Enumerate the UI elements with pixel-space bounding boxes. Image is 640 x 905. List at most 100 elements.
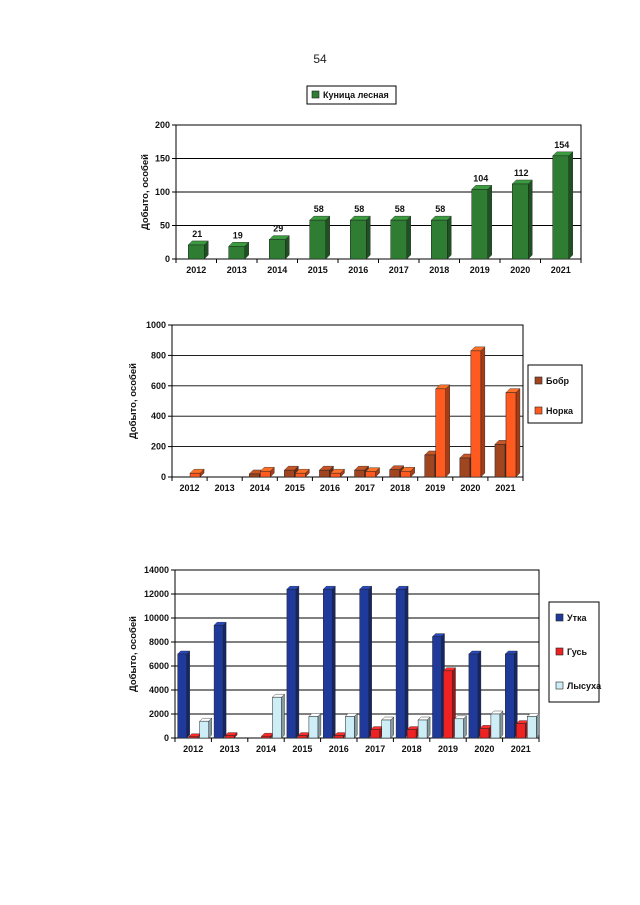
bar-side bbox=[477, 650, 482, 739]
bar bbox=[389, 465, 405, 478]
x-tick-label: 2012 bbox=[186, 265, 206, 275]
chart-kunitsa: 0 50 100 150 200 2012 2013 2014 2015 2016 2017 2018… bbox=[140, 85, 582, 275]
plot-area bbox=[174, 569, 540, 739]
y-tick-label: 2000 bbox=[149, 709, 169, 719]
bar-front bbox=[471, 189, 488, 260]
y-tick-label: 14000 bbox=[144, 565, 169, 575]
bar-front bbox=[295, 472, 306, 478]
x-tick-label: 2013 bbox=[215, 483, 235, 493]
bar-front bbox=[269, 239, 286, 260]
x-tick-label: 2019 bbox=[470, 265, 490, 275]
x-tick-label: 2018 bbox=[402, 744, 422, 754]
bar-front bbox=[177, 653, 187, 739]
bar bbox=[268, 235, 290, 260]
bar-side bbox=[208, 717, 212, 739]
x-tick-label: 2017 bbox=[365, 744, 385, 754]
chart-bobr-norka: 0 200 400 600 800 1000 2012 2013 2014 2015 2016 201… bbox=[128, 320, 583, 493]
bar-front bbox=[490, 713, 501, 739]
bar-front bbox=[516, 723, 526, 739]
bar bbox=[189, 468, 205, 478]
bar bbox=[177, 650, 191, 739]
bar-front bbox=[323, 588, 333, 739]
chart-waterfowl: 0 2000 4000 6000 8000 10000 12000 14000 2012 2013… bbox=[128, 565, 602, 754]
bar bbox=[400, 466, 416, 478]
bar-front bbox=[494, 444, 506, 478]
bar bbox=[471, 184, 493, 260]
x-tick-label: 2017 bbox=[389, 265, 409, 275]
bar bbox=[454, 715, 467, 739]
y-tick-label: 1000 bbox=[146, 320, 166, 330]
legend-label: Бобр bbox=[546, 376, 570, 386]
x-tick-label: 2017 bbox=[355, 483, 375, 493]
legend-label: Норка bbox=[546, 406, 574, 416]
bar bbox=[430, 215, 452, 260]
legend-swatch bbox=[555, 647, 564, 656]
bar bbox=[381, 716, 395, 739]
y-tick-label: 150 bbox=[155, 154, 170, 164]
bar bbox=[468, 650, 482, 739]
y-tick-label: 800 bbox=[151, 350, 166, 360]
x-tick-label: 2019 bbox=[438, 744, 458, 754]
bar-front bbox=[406, 729, 417, 739]
bar bbox=[309, 215, 331, 260]
x-tick-label: 2020 bbox=[510, 265, 530, 275]
bar bbox=[344, 712, 358, 739]
bar-front bbox=[345, 716, 355, 739]
bar-front bbox=[505, 392, 517, 478]
bar bbox=[370, 726, 384, 739]
bar bbox=[294, 468, 310, 478]
legend-label: Гусь bbox=[567, 647, 588, 657]
bar bbox=[187, 240, 209, 260]
y-tick-label: 10000 bbox=[144, 613, 169, 623]
x-tick-label: 2019 bbox=[425, 483, 445, 493]
bar bbox=[505, 388, 521, 478]
bar bbox=[224, 732, 238, 739]
y-tick-label: 200 bbox=[151, 442, 166, 452]
data-label: 58 bbox=[395, 204, 405, 214]
x-tick-label: 2014 bbox=[256, 744, 276, 754]
bar-front bbox=[308, 716, 319, 739]
legend-box bbox=[306, 85, 397, 105]
y-tick-label: 4000 bbox=[149, 685, 169, 695]
y-tick-label: 6000 bbox=[149, 661, 169, 671]
bar-front bbox=[228, 246, 245, 260]
x-tick-label: 2013 bbox=[220, 744, 240, 754]
x-tick-label: 2015 bbox=[308, 265, 328, 275]
bar-front bbox=[381, 719, 391, 739]
bar-side bbox=[317, 712, 322, 739]
x-tick-label: 2013 bbox=[227, 265, 247, 275]
bar-front bbox=[431, 219, 448, 260]
y-axis-label: Добыто, особей bbox=[140, 154, 151, 230]
x-tick-label: 2020 bbox=[460, 483, 480, 493]
data-label: 154 bbox=[554, 140, 569, 150]
bar bbox=[552, 151, 574, 260]
x-tick-label: 2016 bbox=[329, 744, 349, 754]
bar-front bbox=[319, 469, 330, 478]
x-tick-label: 2020 bbox=[474, 744, 494, 754]
bar bbox=[359, 585, 373, 739]
x-tick-label: 2018 bbox=[429, 265, 449, 275]
page-number: 54 bbox=[313, 52, 327, 66]
bar-front bbox=[199, 720, 209, 739]
bar bbox=[286, 585, 300, 739]
data-label: 19 bbox=[233, 230, 243, 240]
y-tick-label: 0 bbox=[164, 733, 169, 743]
bar-side bbox=[354, 712, 358, 739]
x-tick-label: 2016 bbox=[320, 483, 340, 493]
legend-swatch bbox=[534, 406, 543, 415]
bar-side bbox=[390, 716, 394, 739]
bar-front bbox=[479, 728, 490, 739]
legend-label: Куница лесная bbox=[323, 90, 389, 100]
data-label: 58 bbox=[314, 204, 324, 214]
bar-front bbox=[286, 588, 297, 739]
bar-side bbox=[536, 712, 540, 739]
data-label: 58 bbox=[354, 204, 364, 214]
y-axis-label: Добыто, особей bbox=[128, 616, 139, 692]
y-tick-label: 200 bbox=[155, 120, 170, 130]
bar-front bbox=[468, 653, 479, 739]
y-tick-label: 600 bbox=[151, 381, 166, 391]
bar-front bbox=[284, 469, 295, 478]
x-tick-label: 2012 bbox=[183, 744, 203, 754]
x-tick-label: 2021 bbox=[495, 483, 515, 493]
x-tick-label: 2016 bbox=[348, 265, 368, 275]
